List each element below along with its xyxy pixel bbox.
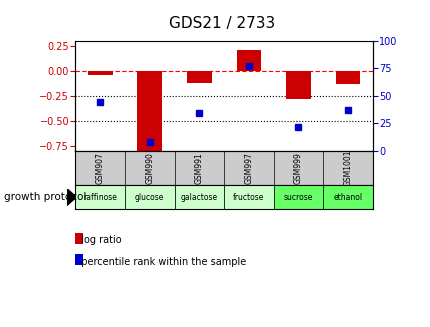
Text: glucose: glucose [135, 193, 164, 201]
Bar [137, 71, 162, 153]
Bar [187, 71, 211, 83]
Bar [174, 185, 224, 209]
Bar [125, 185, 174, 209]
Text: fructose: fructose [233, 193, 264, 201]
Bar [224, 185, 273, 209]
Text: raffinose: raffinose [83, 193, 117, 201]
Text: GSM990: GSM990 [145, 152, 154, 184]
Bar [75, 185, 125, 209]
Bar [286, 71, 310, 99]
Bar [236, 50, 261, 71]
Text: growth protocol: growth protocol [4, 192, 86, 202]
Text: galactose: galactose [180, 193, 218, 201]
Text: GDS21 / 2733: GDS21 / 2733 [169, 16, 274, 31]
Polygon shape [67, 189, 76, 206]
Text: GSM907: GSM907 [95, 152, 104, 184]
Text: GSM991: GSM991 [194, 152, 203, 184]
Text: GSM1001: GSM1001 [343, 149, 352, 186]
Bar [335, 71, 359, 84]
Text: sucrose: sucrose [283, 193, 313, 201]
Bar [322, 185, 372, 209]
Text: log ratio: log ratio [75, 235, 122, 246]
Text: percentile rank within the sample: percentile rank within the sample [75, 257, 246, 267]
Bar [273, 185, 322, 209]
Text: GSM997: GSM997 [244, 152, 253, 184]
Text: GSM999: GSM999 [293, 152, 302, 184]
Text: ethanol: ethanol [333, 193, 362, 201]
Bar [88, 71, 112, 75]
